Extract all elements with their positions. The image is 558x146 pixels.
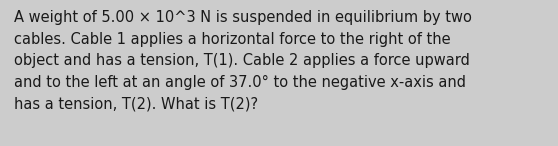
Text: A weight of 5.00 × 10^3 N is suspended in equilibrium by two
cables. Cable 1 app: A weight of 5.00 × 10^3 N is suspended i…: [14, 10, 472, 112]
